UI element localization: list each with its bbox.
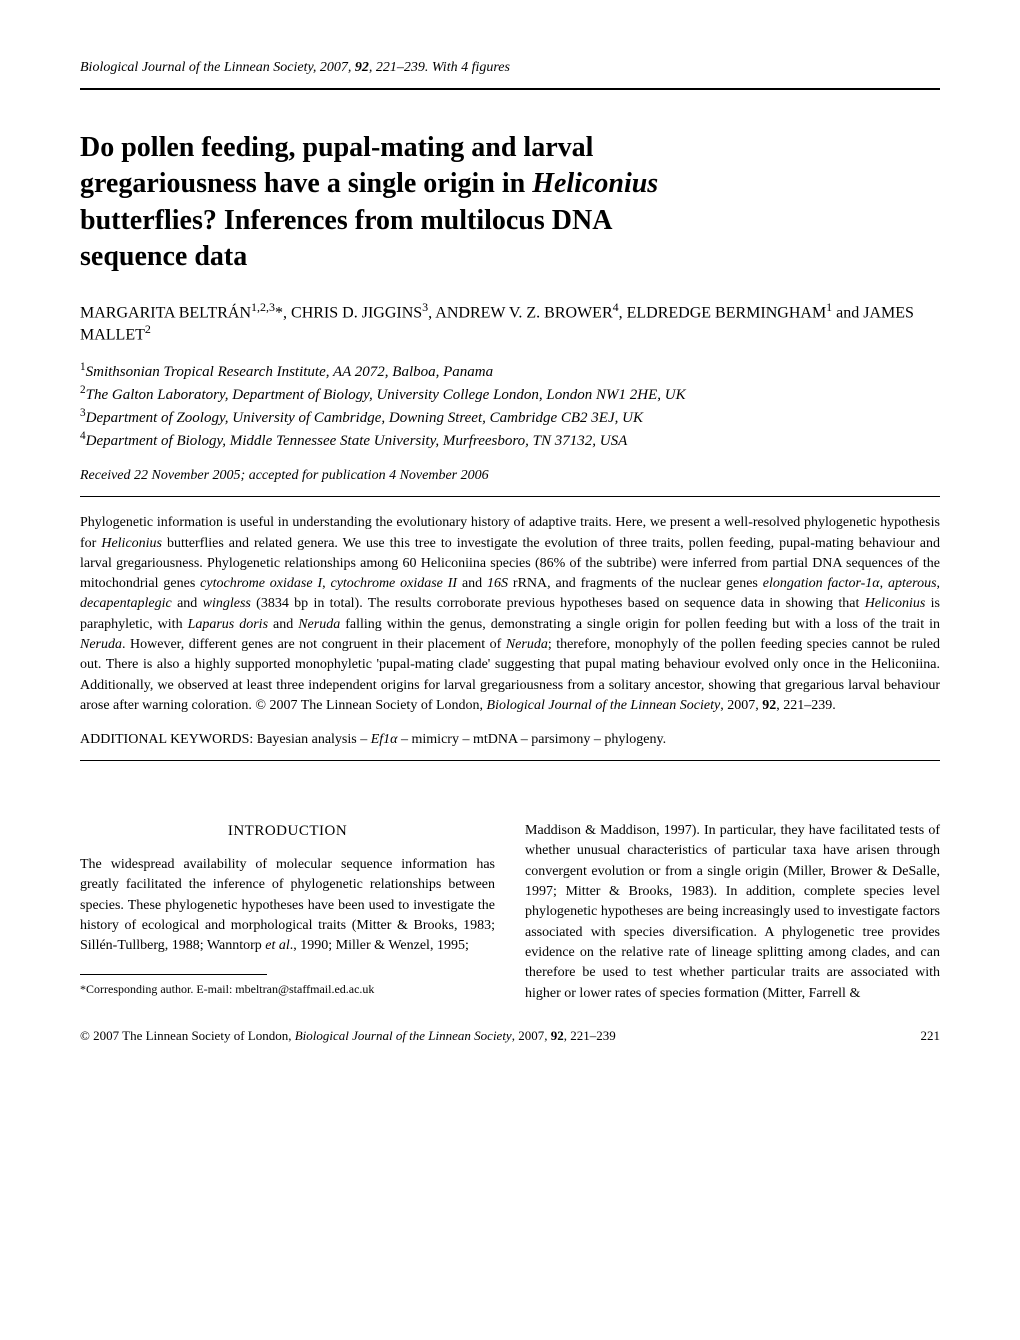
journal-year: 2007: [320, 60, 348, 75]
abstract-italic: Biological Journal of the Linnean Societ…: [487, 698, 721, 713]
abstract-text: (3834 bp in total). The results corrobor…: [251, 596, 865, 611]
keywords-label: ADDITIONAL KEYWORDS:: [80, 732, 257, 747]
intro-heading: INTRODUCTION: [80, 821, 495, 843]
journal-pages: 221–239: [376, 60, 425, 75]
abstract-italic: wingless: [203, 596, 251, 611]
keywords-text: Bayesian analysis –: [257, 732, 371, 747]
footer-text: © 2007 The Linnean Society of London,: [80, 1028, 295, 1043]
abstract-italic: decapentaplegic: [80, 596, 172, 611]
abstract-volume: 92: [762, 698, 776, 713]
rule-abstract-bottom: [80, 760, 940, 761]
affiliation-3: 3Department of Zoology, University of Ca…: [80, 406, 940, 429]
journal-title: Biological Journal of the Linnean Societ…: [80, 60, 313, 75]
abstract-italic: apterous: [888, 576, 936, 591]
footer-text: , 221–239: [564, 1028, 616, 1043]
abstract-italic: cytochrome oxidase I: [200, 576, 322, 591]
affiliation-3-text: Department of Zoology, University of Cam…: [86, 410, 643, 426]
footnote-separator: [80, 974, 267, 975]
abstract-italic: Laparus doris: [188, 617, 268, 632]
abstract-italic: Heliconius: [101, 536, 162, 551]
abstract-italic: Neruda: [80, 637, 122, 652]
abstract: Phylogenetic information is useful in un…: [80, 513, 940, 716]
abstract-text: , 2007,: [720, 698, 762, 713]
affiliation-2-text: The Galton Laboratory, Department of Bio…: [86, 387, 686, 403]
abstract-italic: Neruda: [298, 617, 340, 632]
column-left: INTRODUCTION The widespread availability…: [80, 821, 495, 1004]
abstract-italic: Heliconius: [865, 596, 926, 611]
journal-figures: With 4 figures: [432, 60, 510, 75]
affiliation-1: 1Smithsonian Tropical Research Institute…: [80, 360, 940, 383]
abstract-italic: Neruda: [506, 637, 548, 652]
keywords: ADDITIONAL KEYWORDS: Bayesian analysis –…: [80, 732, 940, 748]
affiliation-1-text: Smithsonian Tropical Research Institute,…: [86, 364, 493, 380]
received-date: Received 22 November 2005; accepted for …: [80, 468, 940, 484]
abstract-text: and: [457, 576, 487, 591]
title-line4: sequence data: [80, 241, 247, 272]
intro-paragraph-right: Maddison & Maddison, 1997). In particula…: [525, 821, 940, 1004]
affiliation-2: 2The Galton Laboratory, Department of Bi…: [80, 383, 940, 406]
abstract-italic: 16S: [487, 576, 508, 591]
column-right: Maddison & Maddison, 1997). In particula…: [525, 821, 940, 1004]
abstract-text: . However, different genes are not congr…: [122, 637, 506, 652]
body-text: ., 1990; Miller & Wenzel, 1995;: [290, 938, 469, 953]
title-genus: Heliconius: [532, 168, 658, 199]
affiliation-4-text: Department of Biology, Middle Tennessee …: [86, 433, 628, 449]
page-footer: © 2007 The Linnean Society of London, Bi…: [80, 1028, 940, 1044]
article-title: Do pollen feeding, pupal-mating and larv…: [80, 130, 940, 276]
intro-paragraph-left: The widespread availability of molecular…: [80, 855, 495, 956]
abstract-text: and: [172, 596, 203, 611]
authors: MARGARITA BELTRÁN1,2,3*, CHRIS D. JIGGIN…: [80, 300, 940, 345]
title-line2a: gregariousness have a single origin in: [80, 168, 532, 199]
rule-abstract-top: [80, 496, 940, 497]
affiliations: 1Smithsonian Tropical Research Institute…: [80, 360, 940, 452]
rule-top: [80, 88, 940, 90]
journal-header: Biological Journal of the Linnean Societ…: [80, 60, 940, 76]
footer-copyright: © 2007 The Linnean Society of London, Bi…: [80, 1028, 616, 1044]
abstract-text: , 221–239.: [776, 698, 836, 713]
corresponding-author-footnote: *Corresponding author. E-mail: mbeltran@…: [80, 981, 495, 998]
abstract-text: falling within the genus, demonstrating …: [340, 617, 940, 632]
title-line3: butterflies? Inferences from multilocus …: [80, 205, 612, 236]
abstract-text: and: [268, 617, 298, 632]
footer-journal: Biological Journal of the Linnean Societ…: [295, 1028, 512, 1043]
body-italic: et al: [265, 938, 290, 953]
abstract-italic: elongation factor-1α: [763, 576, 880, 591]
abstract-text: ,: [937, 576, 941, 591]
title-line1: Do pollen feeding, pupal-mating and larv…: [80, 132, 593, 163]
footer-text: , 2007,: [512, 1028, 551, 1043]
affiliation-4: 4Department of Biology, Middle Tennessee…: [80, 429, 940, 452]
abstract-text: ,: [880, 576, 888, 591]
keywords-italic: Ef1α: [371, 732, 398, 747]
footer-volume: 92: [551, 1028, 564, 1043]
abstract-italic: cytochrome oxidase II: [330, 576, 457, 591]
journal-volume: 92: [355, 60, 369, 75]
body-columns: INTRODUCTION The widespread availability…: [80, 821, 940, 1004]
keywords-text: – mimicry – mtDNA – parsimony – phylogen…: [398, 732, 667, 747]
abstract-text: rRNA, and fragments of the nuclear genes: [508, 576, 763, 591]
page-number: 221: [921, 1028, 941, 1044]
